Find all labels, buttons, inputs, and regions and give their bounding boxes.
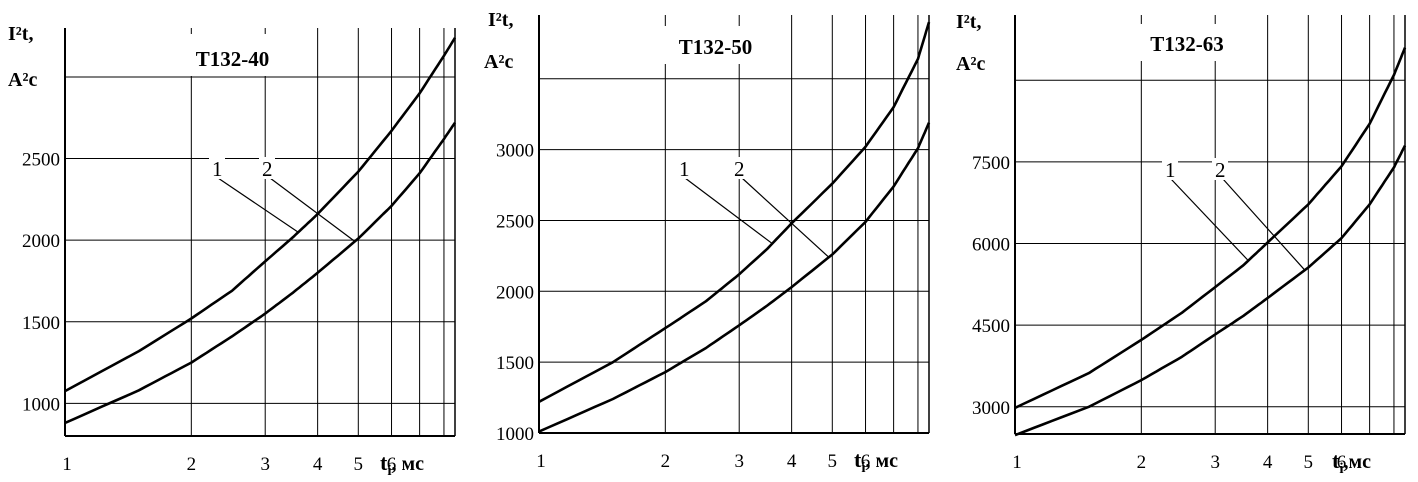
x-tick-label: 6 <box>1337 452 1347 473</box>
y-axis-label-line1: I²t, <box>488 9 513 31</box>
title-backdrop <box>646 26 785 64</box>
x-axis-label-main: t <box>1332 448 1340 473</box>
y-tick-label: 1500 <box>22 313 60 334</box>
y-tick-label: 1000 <box>22 394 60 415</box>
x-tick-label: 2 <box>187 454 197 475</box>
leader-line-1 <box>217 177 299 233</box>
x-axis-label: ti,мс <box>1332 448 1371 477</box>
series-label-1: 1 <box>679 157 690 181</box>
leader-line-2 <box>269 177 355 242</box>
chart-t132-40: Т132-40 I²t, А²с 1000 1500 2000 2500 1 2 3 4 5 6ti, … <box>0 0 457 479</box>
series-label-backdrop-2 <box>1212 158 1228 180</box>
y-tick-label: 2500 <box>496 211 534 232</box>
x-tick-label: 6 <box>861 451 871 472</box>
series-line-1 <box>1014 47 1407 410</box>
title-backdrop <box>170 34 295 76</box>
gridlines <box>1014 15 1405 434</box>
series-line-2 <box>538 122 931 433</box>
series-label-1: 1 <box>212 157 223 181</box>
ylabel-backdrop <box>0 0 64 118</box>
x-tick-label: 5 <box>1304 452 1314 473</box>
series-line-2 <box>1014 145 1407 437</box>
y-tick-label: 2500 <box>22 150 60 171</box>
x-tick-label: 4 <box>313 454 323 475</box>
chart-title: Т132-40 <box>196 47 270 71</box>
leader-line-2 <box>741 177 830 258</box>
series-label-2: 2 <box>734 157 745 181</box>
y-axis-label-line2: А²с <box>956 53 985 75</box>
y-tick-label: 2000 <box>496 282 534 303</box>
x-axis-label-sub: i <box>387 463 391 479</box>
x-axis-label-unit: , мс <box>392 453 425 475</box>
y-tick-label: 1500 <box>496 353 534 374</box>
series-label-backdrop-1 <box>209 157 225 179</box>
x-axis-label-unit: ,мс <box>1344 451 1372 473</box>
x-tick-label: 6 <box>387 454 397 475</box>
series-line-1 <box>538 21 931 403</box>
x-tick-label: 1 <box>1012 452 1022 473</box>
series-label-backdrop-2 <box>731 157 747 179</box>
x-tick-label: 3 <box>1210 452 1220 473</box>
series-label-2: 2 <box>1215 158 1226 182</box>
x-tick-label: 4 <box>1263 452 1273 473</box>
y-axis-label-line2: А²с <box>8 69 37 91</box>
y-tick-label: 1000 <box>496 424 534 445</box>
series-label-backdrop-1 <box>676 157 692 179</box>
x-axis-label-sub: i <box>861 460 865 476</box>
x-tick-label: 5 <box>354 454 364 475</box>
series-label-backdrop-1 <box>1162 158 1178 180</box>
chart-title: Т132-50 <box>679 35 753 59</box>
series-label-1: 1 <box>1165 158 1176 182</box>
y-axis-label-line2: А²с <box>484 51 513 73</box>
chart-t132-50: Т132-50 I²t, А²с 1000 1500 2000 2500 3000 1 2 3 4 5 6… <box>484 9 931 476</box>
y-tick-label: 6000 <box>972 235 1010 256</box>
y-tick-label: 7500 <box>972 153 1010 174</box>
x-axis-label: ti, мс <box>380 450 424 479</box>
x-axis-label-main: t <box>380 450 388 475</box>
series-line-1 <box>64 37 457 393</box>
x-tick-label: 5 <box>828 451 838 472</box>
series-label-2: 2 <box>262 157 273 181</box>
x-tick-label: 2 <box>1137 452 1147 473</box>
y-tick-label: 4500 <box>972 316 1010 337</box>
x-axis-label-unit: , мс <box>866 450 899 472</box>
x-axis-label: ti, мс <box>854 447 898 476</box>
x-tick-label: 4 <box>787 451 797 472</box>
y-tick-label: 3000 <box>972 398 1010 419</box>
y-axis-label-line1: I²t, <box>8 23 33 45</box>
x-axis-label-sub: i <box>1339 461 1343 477</box>
x-axis-label-main: t <box>854 447 862 472</box>
y-axis-label-line1: I²t, <box>956 11 981 33</box>
leader-line-1 <box>684 177 773 245</box>
y-tick-label: 3000 <box>496 141 534 162</box>
series-label-backdrop-2 <box>259 157 275 179</box>
x-tick-label: 3 <box>734 451 744 472</box>
x-tick-label: 2 <box>661 451 671 472</box>
x-tick-label: 1 <box>62 454 72 475</box>
leader-line-1 <box>1170 178 1249 262</box>
chart-t132-63: Т132-63 I²t, А²с 3000 4500 6000 7500 1 2 3 4 5 6ti,м… <box>956 11 1407 477</box>
title-backdrop <box>1114 24 1260 61</box>
leader-line-2 <box>1222 178 1306 271</box>
chart-title: Т132-63 <box>1150 32 1224 56</box>
x-tick-label: 1 <box>536 451 546 472</box>
y-tick-label: 2000 <box>22 231 60 252</box>
series-line-2 <box>64 121 457 425</box>
x-tick-label: 3 <box>260 454 270 475</box>
gridlines <box>64 28 455 436</box>
